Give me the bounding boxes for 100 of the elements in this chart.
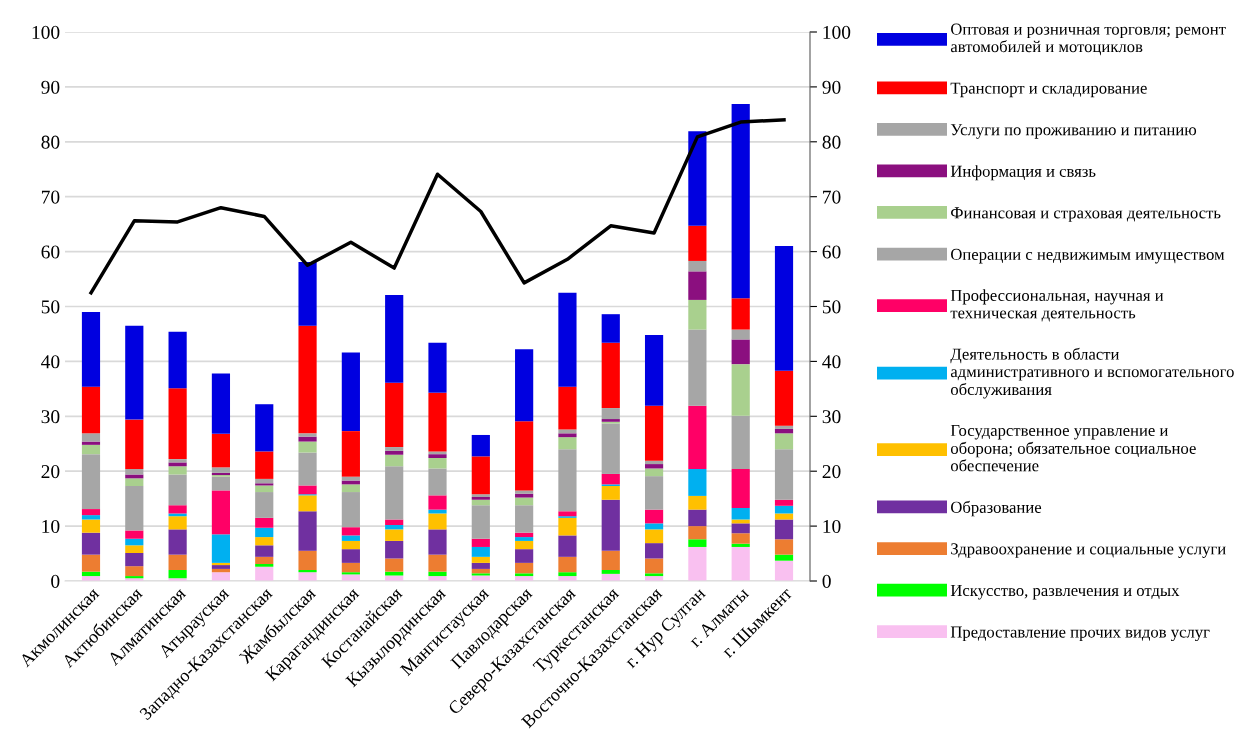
bar xyxy=(298,511,317,551)
bar xyxy=(341,476,360,481)
bar xyxy=(688,260,707,272)
y-tick-label: 60 xyxy=(41,245,60,259)
bar xyxy=(385,294,404,383)
bar xyxy=(644,509,664,524)
bar xyxy=(471,434,490,457)
bar xyxy=(515,490,534,494)
bar xyxy=(558,535,577,557)
bar xyxy=(125,545,144,553)
bar xyxy=(428,529,447,555)
bar xyxy=(515,349,534,422)
bar xyxy=(255,478,274,484)
bar xyxy=(298,325,317,434)
bar xyxy=(644,573,664,577)
bar xyxy=(688,405,707,469)
bar xyxy=(211,568,231,573)
bar xyxy=(774,428,794,434)
bar xyxy=(81,532,101,555)
legend-label: Транспорт и складирование xyxy=(950,82,1147,98)
y-tick-label: 0 xyxy=(51,574,60,588)
bar xyxy=(515,505,534,533)
bar xyxy=(428,571,447,577)
bar xyxy=(341,352,360,432)
bar xyxy=(515,562,534,574)
bar xyxy=(298,262,317,326)
bar xyxy=(298,572,317,581)
legend-label: Образование xyxy=(951,500,1042,517)
bar xyxy=(731,103,750,299)
bar xyxy=(341,527,360,536)
bar xyxy=(168,459,187,463)
bar xyxy=(515,497,534,506)
bar xyxy=(731,339,750,365)
bar xyxy=(211,490,231,535)
bar xyxy=(644,529,664,544)
bar xyxy=(601,499,620,551)
bar xyxy=(688,495,707,510)
bar xyxy=(774,499,794,506)
bar xyxy=(688,509,707,527)
bar xyxy=(385,525,404,530)
bar xyxy=(168,513,187,517)
bar xyxy=(168,516,187,530)
y-tick-label: 100 xyxy=(32,25,60,39)
bar xyxy=(125,530,144,539)
bar xyxy=(81,444,101,455)
bar xyxy=(81,441,101,445)
bar xyxy=(385,450,404,455)
bar xyxy=(774,513,794,520)
bar xyxy=(255,545,274,557)
bar xyxy=(731,546,750,581)
legend-label: Информация и связь xyxy=(950,165,1096,181)
bar xyxy=(428,458,447,469)
bar xyxy=(774,425,794,429)
legend-label: Операции с недвижимым имуществом xyxy=(951,248,1225,264)
bar xyxy=(644,543,664,559)
bar xyxy=(515,493,534,498)
y2-tick-label: 100 xyxy=(823,25,851,39)
bar xyxy=(688,299,707,330)
bar xyxy=(774,246,794,371)
bar xyxy=(341,535,360,541)
bar xyxy=(601,342,620,409)
bar xyxy=(601,408,620,420)
bar xyxy=(515,540,534,550)
bar xyxy=(644,523,664,530)
bar xyxy=(428,468,447,496)
bar xyxy=(558,437,577,450)
bar xyxy=(168,462,187,467)
bar xyxy=(211,373,231,434)
bar xyxy=(255,517,274,528)
bar xyxy=(644,464,664,469)
bar xyxy=(471,568,490,574)
bar xyxy=(385,382,404,448)
legend-label: Оптовая и розничная торговля; ремонт автомобилей и мотоциклов xyxy=(950,23,1226,56)
bar xyxy=(385,529,404,541)
bar xyxy=(298,550,317,571)
y-tick-label: 90 xyxy=(41,80,60,94)
bar xyxy=(168,466,187,475)
bar xyxy=(601,314,620,343)
bar xyxy=(298,495,317,512)
bar xyxy=(731,523,750,534)
bar xyxy=(601,486,620,500)
bar xyxy=(644,468,664,477)
bar xyxy=(168,570,187,579)
legend-label: Предоставление прочих видов услуг xyxy=(950,626,1210,642)
bar xyxy=(644,335,664,406)
bar xyxy=(81,311,101,387)
bar xyxy=(125,469,144,475)
y2-tick-label: 50 xyxy=(822,300,841,314)
bar xyxy=(168,554,187,571)
bar xyxy=(255,527,274,538)
bar xyxy=(341,540,360,550)
bar xyxy=(471,499,490,506)
bar xyxy=(385,540,404,559)
bar xyxy=(471,538,490,547)
bar xyxy=(558,517,577,536)
bar xyxy=(211,534,231,563)
legend-label: Профессиональная, научная и техническая деятельность xyxy=(950,289,1164,322)
bar xyxy=(688,526,707,540)
bar xyxy=(168,388,187,460)
bar xyxy=(125,566,144,577)
